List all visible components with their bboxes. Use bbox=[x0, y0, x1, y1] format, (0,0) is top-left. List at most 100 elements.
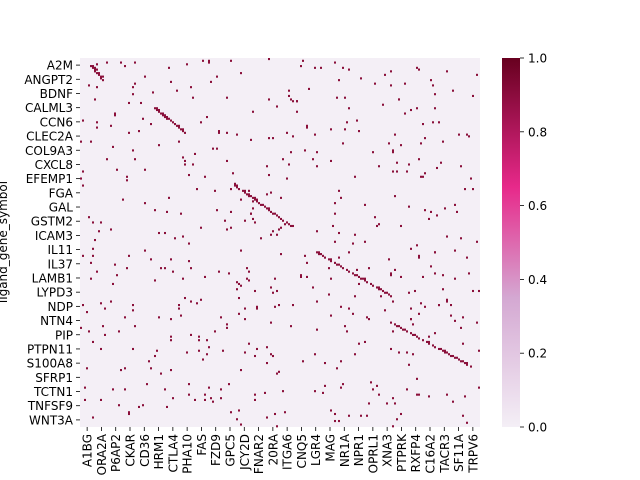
heatmap-cell bbox=[464, 188, 466, 191]
heatmap-cell bbox=[152, 91, 154, 94]
heatmap-cell bbox=[188, 383, 190, 386]
heatmap-cell bbox=[104, 333, 106, 336]
heatmap-cell bbox=[186, 63, 188, 66]
heatmap-cell bbox=[224, 219, 226, 222]
heatmap-cell bbox=[230, 411, 232, 414]
heatmap-cell bbox=[246, 193, 248, 196]
heatmap-cell bbox=[106, 158, 108, 161]
heatmap-cell bbox=[220, 397, 222, 400]
heatmap-cell bbox=[100, 398, 102, 401]
heatmap-cell bbox=[330, 277, 332, 280]
heatmap-cell bbox=[318, 253, 320, 256]
heatmap-cell bbox=[324, 384, 326, 387]
heatmap-cell bbox=[272, 212, 274, 215]
heatmap-cell bbox=[268, 98, 270, 101]
heatmap-cell bbox=[274, 412, 276, 416]
heatmap-cell bbox=[82, 119, 84, 122]
heatmap-cell bbox=[170, 119, 172, 122]
y-tick-label: IL11 bbox=[48, 243, 74, 257]
heatmap-cell bbox=[392, 330, 394, 333]
heatmap-cell bbox=[406, 330, 408, 333]
heatmap-cell bbox=[410, 307, 412, 310]
heatmap-cell bbox=[200, 226, 202, 229]
heatmap-cell bbox=[342, 383, 344, 386]
heatmap-cell bbox=[170, 258, 172, 261]
heatmap-cell bbox=[462, 360, 464, 363]
y-tick-label: SFRP1 bbox=[35, 371, 73, 385]
heatmap-cell bbox=[124, 65, 126, 68]
heatmap-cell bbox=[374, 216, 376, 219]
heatmap-cell bbox=[470, 365, 472, 368]
heatmap-cell bbox=[164, 231, 166, 235]
heatmap-cell bbox=[208, 346, 210, 349]
heatmap-cell bbox=[334, 261, 336, 264]
heatmap-cell bbox=[104, 307, 106, 310]
heatmap-cell bbox=[244, 351, 246, 354]
heatmap-cell bbox=[434, 251, 436, 254]
heatmap-cell bbox=[378, 286, 380, 289]
heatmap-cell bbox=[254, 393, 256, 396]
heatmap-cell bbox=[124, 316, 126, 319]
heatmap-cell bbox=[426, 340, 428, 344]
heatmap-cell bbox=[190, 86, 192, 89]
heatmap-cell bbox=[254, 221, 256, 224]
heatmap-cell bbox=[82, 254, 84, 257]
heatmap-cell bbox=[424, 305, 426, 308]
heatmap-cell bbox=[166, 210, 168, 213]
y-tick-label: CXCL8 bbox=[35, 158, 73, 172]
heatmap-cell bbox=[182, 156, 184, 159]
heatmap-cell bbox=[400, 326, 402, 329]
heatmap-cell bbox=[292, 135, 294, 138]
heatmap-cell bbox=[264, 391, 266, 394]
heatmap-cell bbox=[446, 235, 448, 238]
heatmap-cell bbox=[318, 251, 320, 254]
heatmap-cell bbox=[444, 207, 446, 210]
heatmap-cell bbox=[360, 277, 362, 280]
heatmap-cell bbox=[238, 312, 240, 315]
heatmap-cell bbox=[406, 351, 408, 354]
heatmap-cell bbox=[338, 79, 340, 82]
heatmap-cell bbox=[392, 425, 394, 428]
heatmap-cell bbox=[364, 203, 366, 206]
heatmap-cell bbox=[102, 325, 104, 328]
heatmap-cell bbox=[212, 400, 214, 403]
heatmap-cell bbox=[132, 149, 134, 152]
heatmap-cell bbox=[398, 351, 400, 354]
heatmap-cell bbox=[446, 70, 448, 73]
heatmap-cell bbox=[276, 214, 278, 217]
heatmap-cell bbox=[392, 149, 394, 152]
heatmap-cell bbox=[360, 414, 362, 417]
heatmap-cell bbox=[466, 361, 468, 365]
heatmap-cell bbox=[190, 333, 192, 336]
heatmap-cell bbox=[268, 173, 270, 177]
heatmap-cell bbox=[144, 75, 146, 78]
heatmap-cell bbox=[328, 258, 330, 261]
heatmap-cell bbox=[468, 272, 470, 275]
heatmap-cell bbox=[454, 356, 456, 359]
heatmap-cell bbox=[172, 397, 174, 400]
heatmap-cell bbox=[268, 209, 270, 212]
heatmap-cell bbox=[438, 121, 440, 124]
heatmap-cell bbox=[344, 325, 346, 328]
heatmap-cell bbox=[128, 131, 130, 134]
heatmap-cell bbox=[392, 300, 394, 303]
heatmap-cell bbox=[118, 330, 120, 333]
heatmap-cell bbox=[154, 209, 156, 212]
heatmap-cell bbox=[404, 328, 406, 331]
heatmap-cell bbox=[410, 247, 412, 250]
heatmap-cell bbox=[182, 128, 184, 131]
heatmap-cell bbox=[340, 386, 342, 389]
heatmap-cell bbox=[216, 75, 218, 78]
x-tick-label: FZD9 bbox=[209, 434, 223, 466]
heatmap-cell bbox=[100, 221, 102, 224]
heatmap-cell bbox=[346, 330, 348, 333]
heatmap-cell bbox=[388, 293, 390, 296]
heatmap-cell bbox=[390, 321, 392, 324]
heatmap-cell bbox=[368, 318, 370, 321]
heatmap-cell bbox=[420, 142, 422, 145]
heatmap-cell bbox=[252, 207, 254, 210]
heatmap-cell bbox=[196, 302, 198, 305]
heatmap-cell bbox=[254, 196, 256, 199]
heatmap-cell bbox=[82, 184, 84, 187]
heatmap-cell bbox=[96, 121, 98, 124]
